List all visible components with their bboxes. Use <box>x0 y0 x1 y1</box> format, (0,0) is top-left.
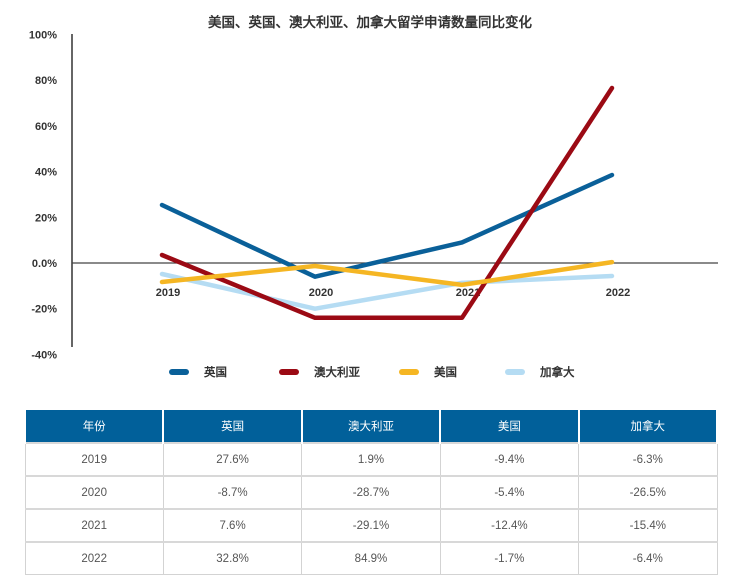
line-chart: 美国、英国、澳大利亚、加拿大留学申请数量同比变化 100% 80% 60% 40% 20… <box>29 14 718 379</box>
legend-item[interactable]: 美国 <box>399 365 457 379</box>
table-cell: -5.4% <box>439 475 580 510</box>
legend-label: 英国 <box>203 365 227 379</box>
legend-item[interactable]: 加拿大 <box>505 365 575 379</box>
table-cell: -28.7% <box>301 475 441 510</box>
table-header-cell: 澳大利亚 <box>300 410 442 443</box>
table-cell: -9.4% <box>439 442 580 477</box>
table-cell: -6.4% <box>578 541 718 575</box>
table-cell: 84.9% <box>301 541 441 575</box>
legend-label: 澳大利亚 <box>314 365 360 379</box>
legend-item[interactable]: 澳大利亚 <box>279 365 360 379</box>
y-tick-label: -20% <box>31 304 57 316</box>
table-cell: 7.6% <box>162 508 303 543</box>
table-cell: -6.3% <box>578 442 718 477</box>
table-cell: -15.4% <box>578 508 718 543</box>
table-cell: -1.7% <box>439 541 580 575</box>
y-tick-label: 60% <box>35 121 57 133</box>
table-header-row: 年份 英国 澳大利亚 美国 加拿大 <box>23 410 719 443</box>
table-cell: -26.5% <box>578 475 718 510</box>
table-row: 2019 27.6% 1.9% -9.4% -6.3% <box>24 442 718 477</box>
y-tick-label: 100% <box>29 30 57 42</box>
legend-label: 美国 <box>434 365 457 379</box>
table-cell: 2020 <box>24 475 164 510</box>
x-tick-label: 2022 <box>606 287 630 299</box>
legend-item[interactable]: 英国 <box>169 365 227 379</box>
table-cell: -29.1% <box>301 508 441 543</box>
x-tick-label: 2019 <box>156 287 180 299</box>
chart-title: 美国、英国、澳大利亚、加拿大留学申请数量同比变化 <box>208 14 532 30</box>
x-tick-label: 2020 <box>309 287 333 299</box>
table-cell: -8.7% <box>162 475 303 510</box>
y-tick-label: 80% <box>35 75 57 87</box>
table-cell: 1.9% <box>301 442 441 477</box>
series-line-2 <box>159 259 615 288</box>
y-tick-label: 0.0% <box>32 258 57 270</box>
y-tick-label: 40% <box>35 167 57 179</box>
legend-label: 加拿大 <box>539 365 575 379</box>
table-cell: 2021 <box>24 508 164 543</box>
series-line-1 <box>159 85 615 321</box>
series-line-3 <box>159 271 615 311</box>
table-header-cell: 加拿大 <box>577 410 719 443</box>
table-cell: -12.4% <box>439 508 580 543</box>
table-row: 2022 32.8% 84.9% -1.7% -6.4% <box>24 541 718 575</box>
table-header-cell: 英国 <box>162 410 303 443</box>
series-line-0 <box>159 172 615 279</box>
table-cell: 2019 <box>24 442 164 477</box>
table-row: 2020 -8.7% -28.7% -5.4% -26.5% <box>24 475 718 510</box>
table-cell: 27.6% <box>162 442 303 477</box>
table-header-cell: 年份 <box>23 410 165 443</box>
data-table: 年份 英国 澳大利亚 美国 加拿大 2019 27.6% 1.9% -9.4% -6.3% 202… <box>23 410 719 575</box>
y-tick-label: -40% <box>31 349 57 361</box>
table-cell: 32.8% <box>162 541 303 575</box>
table-row: 2021 7.6% -29.1% -12.4% -15.4% <box>24 508 718 543</box>
table-cell: 2022 <box>24 541 164 575</box>
y-tick-label: 20% <box>35 212 57 224</box>
table-header-cell: 美国 <box>439 410 580 443</box>
